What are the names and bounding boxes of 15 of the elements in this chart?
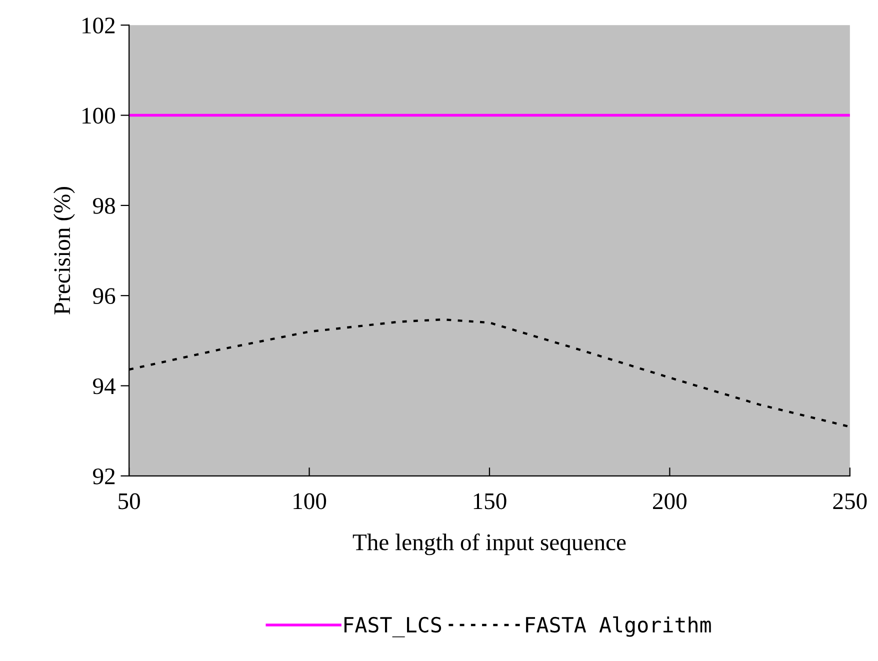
legend-label: FASTA Algorithm (526, 616, 711, 637)
y-tick-label: 98 (93, 198, 115, 214)
x-tick-label: 200 (653, 493, 687, 510)
x-tick-label: 100 (294, 493, 326, 510)
x-tick-label: 250 (833, 493, 867, 510)
x-tick-label: 150 (474, 493, 506, 510)
x-tick-label: 50 (118, 493, 140, 510)
y-tick-label: 94 (93, 378, 116, 394)
y-axis-title: Precision (%) (53, 186, 75, 314)
legend-label: FAST_LCS (344, 616, 442, 638)
y-tick-label: 96 (93, 288, 116, 304)
x-axis-title: The length of input sequence (352, 533, 626, 556)
y-tick-label: 102 (82, 18, 115, 34)
y-tick-label: 100 (82, 108, 115, 124)
y-tick-label: 92 (93, 468, 115, 484)
